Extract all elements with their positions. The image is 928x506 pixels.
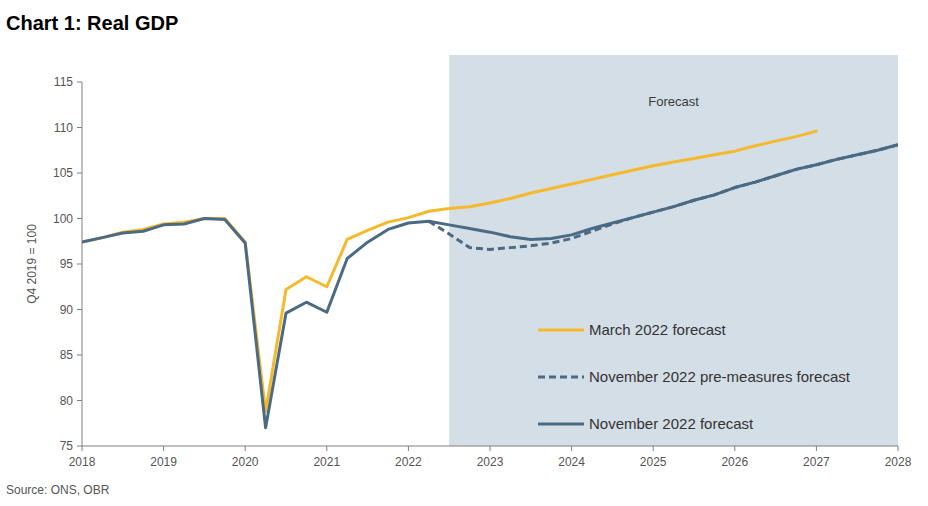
x-tick xyxy=(326,446,327,451)
x-tick-label: 2023 xyxy=(477,455,504,469)
legend-swatch xyxy=(538,329,584,332)
x-tick-label: 2028 xyxy=(885,455,912,469)
x-tick xyxy=(163,446,164,451)
x-tick xyxy=(653,446,654,451)
y-tick xyxy=(77,355,82,356)
legend: March 2022 forecast November 2022 pre-mea… xyxy=(538,321,851,432)
series-line xyxy=(82,145,898,428)
y-axis-label: Q4 2019 = 100 xyxy=(25,224,39,304)
x-tick xyxy=(734,446,735,451)
source: Source: ONS, OBR xyxy=(6,483,110,497)
y-tick-label: 95 xyxy=(60,257,74,271)
series-line xyxy=(429,145,898,250)
y-tick-label: 105 xyxy=(53,166,73,180)
x-tick-label: 2022 xyxy=(395,455,422,469)
legend-swatch xyxy=(538,423,584,426)
y-tick xyxy=(77,446,82,447)
y-tick-label: 90 xyxy=(60,303,74,317)
y-tick-label: 110 xyxy=(54,121,73,135)
y-tick-label: 115 xyxy=(54,75,73,89)
forecast-region xyxy=(449,55,898,446)
legend-label: March 2022 forecast xyxy=(589,321,727,338)
y-tick-label: 80 xyxy=(60,394,74,408)
x-tick-label: 2027 xyxy=(803,455,830,469)
x-tick-label: 2018 xyxy=(69,455,96,469)
y-tick-label: 100 xyxy=(53,212,73,226)
chart: Chart 1: Real GDP Forecast 75 80 85 90 95 100 10… xyxy=(0,0,928,506)
x-tick-label: 2019 xyxy=(150,455,177,469)
x-tick xyxy=(816,446,817,451)
forecast-label: Forecast xyxy=(648,94,699,109)
x-tick-label: 2020 xyxy=(232,455,259,469)
y-tick-label: 75 xyxy=(60,439,74,453)
x-tick xyxy=(408,446,409,451)
y-tick xyxy=(77,400,82,401)
x-tick-label: 2026 xyxy=(721,455,748,469)
legend-swatch xyxy=(538,376,584,379)
x-tick-label: 2024 xyxy=(558,455,585,469)
y-tick xyxy=(77,264,82,265)
y-tick xyxy=(77,82,82,83)
x-tick xyxy=(898,446,899,451)
x-tick-label: 2025 xyxy=(640,455,667,469)
title: Chart 1: Real GDP xyxy=(6,12,178,34)
y-tick xyxy=(77,309,82,310)
y-tick xyxy=(77,173,82,174)
y-tick-label: 85 xyxy=(60,348,74,362)
y-tick xyxy=(77,218,82,219)
legend-label: November 2022 forecast xyxy=(589,415,754,432)
x-tick xyxy=(490,446,491,451)
x-tick-label: 2021 xyxy=(313,455,340,469)
x-tick xyxy=(571,446,572,451)
x-tick xyxy=(245,446,246,451)
x-tick xyxy=(82,446,83,451)
legend-label: November 2022 pre-measures forecast xyxy=(589,368,851,385)
y-tick xyxy=(77,127,82,128)
series-group xyxy=(82,131,898,428)
